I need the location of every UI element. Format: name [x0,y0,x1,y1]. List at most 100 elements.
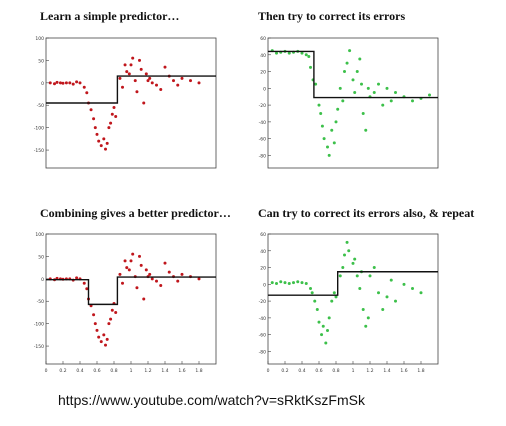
data-point [189,79,192,82]
data-point [319,112,322,115]
data-point [79,81,82,84]
y-tick-label: -100 [34,126,44,132]
data-point [343,70,346,73]
data-point [72,83,75,86]
data-point [62,82,65,85]
data-point [367,87,370,90]
data-point [151,81,154,84]
data-point [347,249,350,252]
y-tick-label: -60 [259,137,266,143]
data-point [330,300,333,303]
x-tick-label: 0.6 [93,368,100,374]
y-tick-label: 50 [38,58,44,64]
data-point [360,83,363,86]
data-point [358,57,361,60]
x-tick-label: 1.8 [195,368,202,374]
data-point [390,279,393,282]
x-tick-label: 0.4 [76,368,83,374]
data-point [420,291,423,294]
data-point [59,81,62,84]
data-point [92,313,95,316]
data-point [321,125,324,128]
data-point [353,258,356,261]
data-point [148,77,151,80]
data-point [104,148,107,151]
y-tick-label: -150 [34,344,44,350]
data-point [148,273,151,276]
data-point [53,82,56,85]
y-tick-label: 40 [260,249,266,255]
data-point [142,102,145,105]
data-point [275,282,278,285]
data-point [75,276,78,279]
data-point [367,316,370,319]
y-tick-label: -40 [259,120,266,126]
data-point [90,108,93,111]
data-point [341,99,344,102]
data-point [128,268,131,271]
data-point [343,253,346,256]
data-point [118,77,121,80]
data-point [155,280,158,283]
data-point [284,281,287,284]
data-point [92,117,95,120]
data-point [326,146,329,149]
data-point [131,253,134,256]
chart-combining: 100 50 0 -50 -100 -150 0 0.2 0.4 0.6 0.8 1 1.2 1.4 1.6… [30,230,220,380]
y-tick-label: 0 [41,81,44,87]
data-point [288,282,291,285]
y-tick-label: 40 [260,53,266,59]
data-point [118,273,121,276]
data-point [390,99,393,102]
chart-learn-predictor: 100 50 0 -50 -100 -150 [30,34,220,184]
data-point [131,57,134,60]
data-point [113,106,116,109]
y-tick-label: 0 [41,277,44,283]
data-point [328,154,331,157]
x-tick-label: 0 [267,368,270,374]
y-tick-label: 0 [263,86,266,92]
y-tick-label: -60 [259,333,266,339]
data-point [403,283,406,286]
data-point [96,133,99,136]
data-point [125,70,128,73]
data-point [142,298,145,301]
data-point [358,287,361,290]
x-tick-label: 1 [130,368,133,374]
data-point [333,291,336,294]
data-point [411,287,414,290]
data-point [121,86,124,89]
data-point [323,137,326,140]
data-point [94,322,97,325]
data-point [83,282,86,285]
data-point [164,262,167,265]
data-point [311,291,314,294]
data-point [330,129,333,132]
data-point [106,338,109,341]
data-point [364,325,367,328]
data-point [138,255,141,258]
data-point [140,68,143,71]
data-point [107,322,110,325]
data-point [394,91,397,94]
y-tick-label: 0 [263,282,266,288]
data-point [353,91,356,94]
data-point [97,336,100,339]
data-point [377,291,380,294]
data-point [320,333,323,336]
data-point [121,282,124,285]
data-point [362,112,365,115]
plot-frame [268,38,438,168]
data-point [356,70,359,73]
data-point [292,281,295,284]
data-point [124,259,127,262]
data-point [97,140,100,143]
x-tick-label: 1.4 [161,368,168,374]
data-point [181,273,184,276]
data-point [394,300,397,303]
source-url-caption: https://www.youtube.com/watch?v=sRktKszF… [58,392,365,408]
data-point [352,78,355,81]
y-tick-label: -50 [37,103,44,109]
data-point [138,59,141,62]
data-point [339,274,342,277]
